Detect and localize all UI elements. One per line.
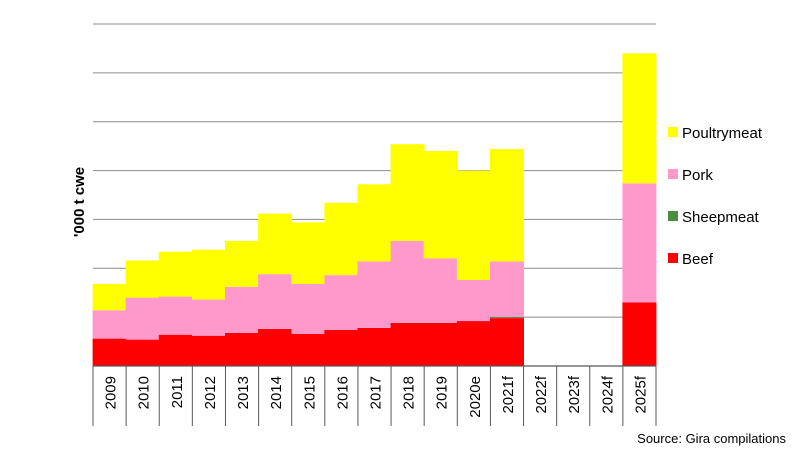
bar-poultrymeat-2009 <box>92 283 127 311</box>
bar-beef-2015 <box>291 333 326 366</box>
bar-beef-2014 <box>258 328 293 366</box>
bar-pork-2016 <box>324 275 359 330</box>
source-note: Source: Gira compilations <box>637 431 786 446</box>
bar-pork-2015 <box>291 283 326 334</box>
x-tick-label: 2020e <box>467 376 484 418</box>
x-tick-label: 2023f <box>566 375 583 413</box>
bar-poultrymeat-2015 <box>291 222 326 284</box>
bar-beef-2016 <box>324 329 359 366</box>
bar-beef-2017 <box>357 327 392 366</box>
bar-poultrymeat-2012 <box>191 249 226 300</box>
bar-poultrymeat-2025f <box>622 53 657 184</box>
bar-beef-2018 <box>390 323 425 366</box>
x-tick-label: 2025f <box>632 375 649 413</box>
x-tick-label: 2014 <box>268 376 285 409</box>
x-tick-label: 2011 <box>169 376 186 408</box>
x-tick-label: 2012 <box>202 376 219 409</box>
legend-swatch-poultrymeat <box>668 127 678 137</box>
bar-poultrymeat-2020e <box>456 170 491 280</box>
bar-beef-2012 <box>191 335 226 366</box>
x-tick-label: 2017 <box>368 376 385 409</box>
bar-beef-2021f <box>490 318 524 366</box>
legend-label-sheepmeat: Sheepmeat <box>682 209 760 226</box>
legend-swatch-pork <box>668 169 678 179</box>
bar-poultrymeat-2014 <box>258 213 293 275</box>
legend-swatch-beef <box>668 253 678 263</box>
legend-swatch-sheepmeat <box>668 211 678 221</box>
x-tick-label: 2021f <box>500 375 517 413</box>
x-tick-label: 2015 <box>301 376 318 409</box>
bar-pork-2013 <box>225 286 259 333</box>
x-axis: 2009 2010 2011 2012 2013 2014 2015 2016 2017 2018… <box>92 365 657 426</box>
legend-label-pork: Pork <box>682 167 713 184</box>
legend-label-beef: Beef <box>682 251 714 268</box>
bar-beef-2019 <box>423 323 458 366</box>
bar-beef-2010 <box>125 339 160 366</box>
bar-sheepmeat-2021f <box>490 317 524 319</box>
bar-beef-2020e <box>456 321 491 366</box>
legend: Poultrymeat Pork Sheepmeat Beef <box>668 125 763 268</box>
x-tick-label: 2018 <box>401 376 418 409</box>
bar-pork-2017 <box>357 261 392 328</box>
bar-pork-2020e <box>456 280 491 321</box>
bar-pork-2014 <box>258 274 293 329</box>
bar-poultrymeat-2021f <box>490 149 524 262</box>
x-tick-label: 2013 <box>235 376 252 409</box>
bar-beef-2011 <box>158 334 193 366</box>
bar-pork-2010 <box>125 297 160 340</box>
bar-pork-2019 <box>423 258 458 323</box>
bar-beef-2025f <box>622 302 657 366</box>
bar-poultrymeat-2010 <box>125 260 160 298</box>
bar-poultrymeat-2019 <box>423 151 458 259</box>
bar-pork-2021f <box>490 261 524 318</box>
bars <box>92 53 657 366</box>
x-tick-label: 2022f <box>533 375 550 413</box>
bar-beef-2013 <box>225 332 259 366</box>
bar-pork-2011 <box>158 296 193 335</box>
legend-label-poultrymeat: Poultrymeat <box>682 125 763 142</box>
bar-beef-2009 <box>92 338 127 366</box>
bar-poultrymeat-2013 <box>225 240 259 287</box>
bar-poultrymeat-2011 <box>158 251 193 297</box>
bar-pork-2025f <box>622 183 657 303</box>
bar-poultrymeat-2017 <box>357 184 392 262</box>
x-tick-label: 2019 <box>434 376 451 409</box>
x-tick-label: 2024f <box>599 375 616 413</box>
bar-poultrymeat-2018 <box>390 144 425 241</box>
x-tick-label: 2009 <box>103 376 120 409</box>
x-tick-label: 2016 <box>334 376 351 409</box>
bar-pork-2018 <box>390 240 425 323</box>
bar-pork-2009 <box>92 310 127 339</box>
y-axis-label: '000 t cwe <box>71 167 88 237</box>
bar-pork-2012 <box>191 299 226 336</box>
bar-poultrymeat-2016 <box>324 202 359 276</box>
x-tick-label: 2010 <box>136 376 153 409</box>
